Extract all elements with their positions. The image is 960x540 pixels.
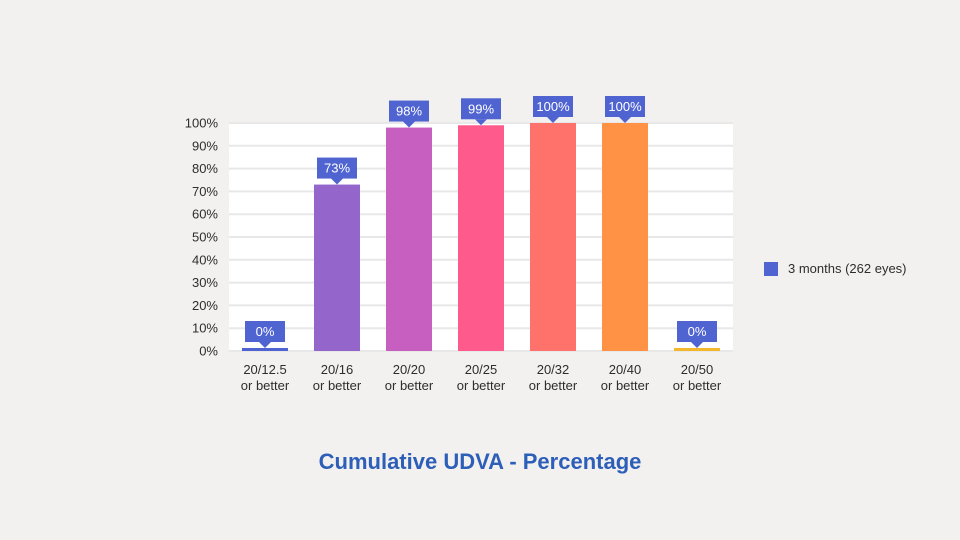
data-label-box [461,98,501,120]
y-tick-label: 80% [192,161,218,176]
data-label-pointer [331,178,343,185]
y-tick-label: 100% [185,116,219,131]
x-tick-label: 20/50 or better [673,362,722,393]
y-tick-label: 70% [192,184,218,199]
data-label-box [677,321,717,342]
bar [530,123,576,351]
legend: 3 months (262 eyes) [764,261,907,276]
y-tick-label: 90% [192,138,218,153]
data-label-box [605,96,645,117]
bar [458,125,504,351]
data-label: 98% [396,104,422,119]
data-label-pointer [259,342,271,348]
y-tick-label: 10% [192,321,218,336]
bar [242,348,288,351]
data-label-box [389,100,429,122]
data-label: 99% [468,101,494,116]
bar [602,123,648,351]
y-tick-label: 20% [192,298,218,313]
y-tick-label: 40% [192,252,218,267]
y-tick-label: 60% [192,207,218,222]
legend-label: 3 months (262 eyes) [788,261,907,276]
data-label-box [317,157,357,179]
data-label-pointer [619,117,631,123]
data-label-box [533,96,573,117]
bar [674,348,720,351]
data-label-pointer [691,342,703,348]
y-tick-label: 50% [192,230,218,245]
x-tick-label: 20/20 or better [385,362,434,393]
data-label: 73% [324,161,350,176]
data-label: 100% [608,99,642,114]
data-label-pointer [547,117,559,123]
data-label: 100% [536,99,570,114]
bar [314,184,360,351]
x-tick-label: 20/12.5 or better [241,362,290,393]
data-label: 0% [688,324,707,339]
data-label-pointer [403,121,415,128]
data-label-pointer [475,119,487,126]
chart-title: Cumulative UDVA - Percentage [318,449,642,474]
bar [386,127,432,351]
y-tick-label: 30% [192,275,218,290]
data-label-box [245,321,285,342]
legend-swatch [764,261,778,276]
x-tick-label: 20/16 or better [313,362,362,393]
data-label: 0% [256,324,275,339]
y-tick-label: 0% [199,344,218,359]
x-tick-label: 20/32 or better [529,362,578,393]
x-tick-label: 20/25 or better [457,362,506,393]
x-tick-label: 20/40 or better [601,362,650,393]
